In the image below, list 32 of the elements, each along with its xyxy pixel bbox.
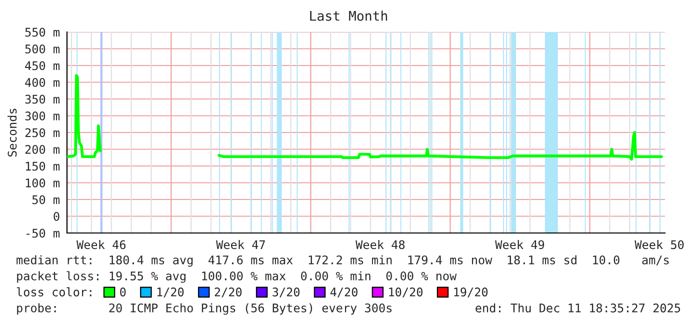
y-tick-label: 550 m — [25, 28, 60, 37]
y-tick-label: 0 — [54, 212, 60, 221]
legend-title: loss color: — [16, 287, 92, 296]
legend-label: 0 — [120, 288, 126, 296]
text: end: Thu Dec 11 18:35:27 2025 — [476, 303, 680, 312]
legend-label: 4/20 — [330, 288, 358, 298]
y-tick-label: 150 m — [26, 162, 60, 171]
x-tick-label: Week 48 — [356, 240, 405, 250]
y-tick-label: 300 m — [25, 112, 60, 120]
y-tick-label: -50 m — [26, 228, 60, 238]
legend-label: 1/20 — [157, 288, 184, 298]
x-tick-label: Week 50 — [634, 240, 684, 250]
y-tick-label: 250 m — [25, 128, 60, 138]
y-axis-title: Seconds — [8, 108, 17, 157]
legend-label: 19/20 — [454, 288, 488, 298]
x-tick-label: Week 46 — [76, 240, 126, 250]
text: probe: 20 ICMP Echo Pings (56 Bytes) every 300s — [17, 303, 392, 315]
legend-label: 10/20 — [389, 288, 423, 298]
y-tick-label: 500 m — [25, 44, 60, 54]
y-tick-label: 100 m — [26, 178, 60, 188]
legend-label: 2/20 — [214, 288, 242, 298]
y-tick-label: 200 m — [25, 145, 60, 154]
legend-label: 3/20 — [272, 288, 300, 298]
y-tick-label: 350 m — [25, 94, 60, 104]
y-tick-label: 50 m — [32, 195, 60, 204]
x-tick-label: Week 49 — [495, 240, 544, 250]
y-tick-label: 400 m — [25, 78, 60, 87]
x-tick-label: Week 47 — [216, 240, 265, 250]
y-tick-label: 450 m — [25, 61, 60, 70]
text: packet loss: 19.55 % avg 100.00 % max 0.00 % min 0.00 % now — [17, 271, 457, 283]
text: median rtt: 180.4 ms avg 417.6 ms max 172.2 ms min 179.4 ms now 18.1 ms sd 10.0 am/s — [16, 255, 669, 267]
chart-title: Last Month — [310, 10, 388, 21]
